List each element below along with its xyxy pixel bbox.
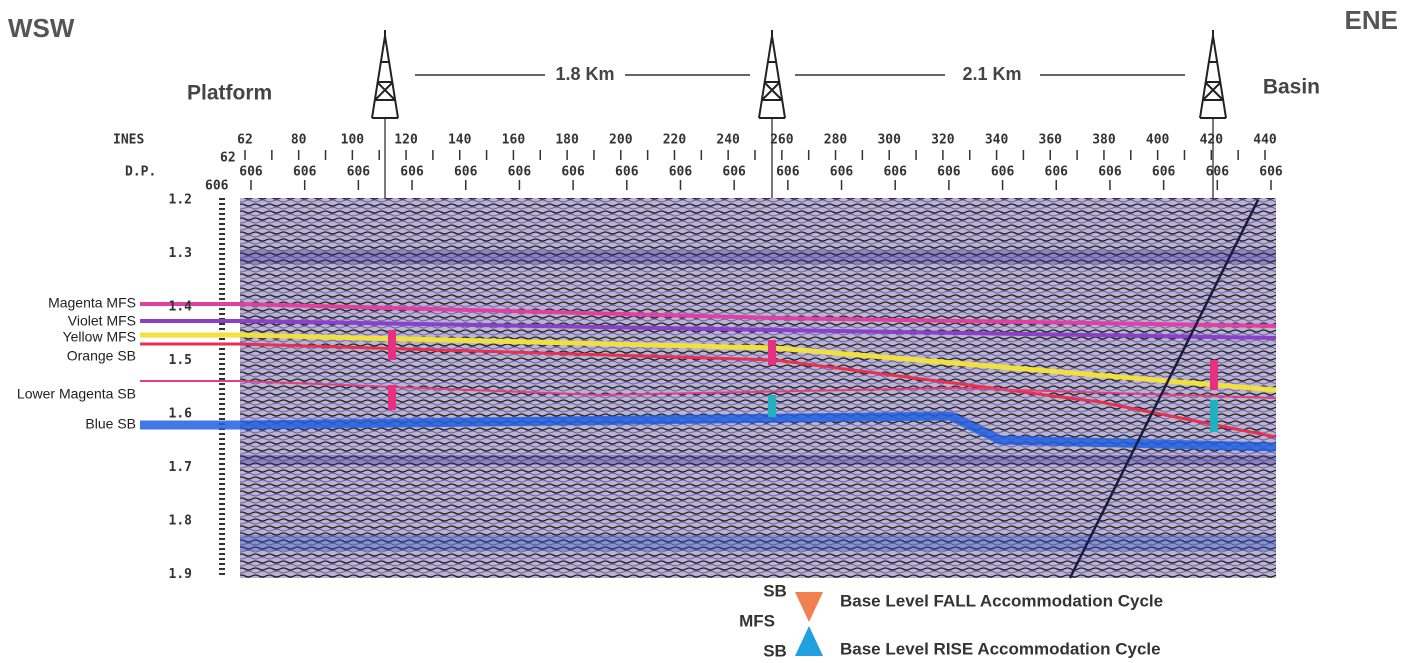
time-label: 1.8	[169, 514, 193, 529]
line-number: 120	[394, 133, 418, 148]
time-labels: 1.2 1.3 1.4 1.5 1.6 1.7 1.8 1.9	[169, 193, 193, 583]
rise-triangle	[795, 626, 823, 656]
sp-number: 606	[1045, 165, 1069, 180]
sp-number: 606	[239, 165, 263, 180]
sp-number: 606	[669, 165, 693, 180]
sp-number: 606	[454, 165, 478, 180]
sp-number: 606	[991, 165, 1015, 180]
sp-number: 606	[347, 165, 371, 180]
time-label: 1.3	[169, 246, 192, 261]
sp-left: 606	[205, 179, 229, 194]
line-number: 360	[1039, 133, 1063, 148]
distance-label: 2.1 Km	[962, 64, 1021, 84]
well-derricks	[371, 30, 1227, 200]
sp-number: 606	[883, 165, 907, 180]
sp-number: 606	[293, 165, 317, 180]
line-number: 140	[448, 133, 472, 148]
sp-number: 606	[561, 165, 585, 180]
sp-number: 606	[722, 165, 746, 180]
sp-number: 606	[400, 165, 424, 180]
legend-fall: Base Level FALL Accommodation Cycle	[840, 591, 1163, 610]
line-number: 160	[502, 133, 526, 148]
sp-number: 606	[776, 165, 800, 180]
horizon-label: Blue SB	[85, 416, 136, 432]
sp-number: 606	[830, 165, 854, 180]
legend-rise: Base Level RISE Accommodation Cycle	[840, 639, 1161, 658]
sp-number: 606	[1206, 165, 1230, 180]
sp-number: 606	[615, 165, 639, 180]
row-label: INES	[113, 133, 144, 148]
time-label: 1.4	[169, 300, 193, 315]
horizon-label: Orange SB	[67, 348, 136, 364]
row-label: D.P.	[125, 165, 156, 180]
horizon-label: Yellow MFS	[63, 329, 136, 345]
line-number: 62	[237, 133, 253, 148]
sp-number: 606	[937, 165, 961, 180]
line-number: 440	[1253, 133, 1277, 148]
seismic-bands	[240, 250, 1276, 551]
well-markers	[388, 330, 1218, 432]
time-label: 1.7	[169, 460, 192, 475]
horizon-label: Magenta MFS	[48, 295, 136, 311]
time-label: 1.9	[169, 567, 192, 582]
legend-sb: SB	[763, 641, 787, 660]
section-ticks: 62 80 100 120 140 160 180 200 220 240 260 280 300 320…	[237, 133, 1283, 190]
legend-sb: SB	[763, 581, 787, 600]
horizon-label: Lower Magenta SB	[17, 386, 136, 402]
line-number: 100	[341, 133, 365, 148]
line-number: 300	[877, 133, 901, 148]
line-number: 320	[931, 133, 955, 148]
horizon-label: Violet MFS	[68, 313, 136, 329]
sp-number: 606	[508, 165, 532, 180]
sp-number: 606	[1098, 165, 1122, 180]
sp-number: 606	[1152, 165, 1176, 180]
line-number: 200	[609, 133, 633, 148]
time-label: 1.2	[169, 193, 192, 208]
fall-triangle	[795, 592, 823, 622]
line-number: 240	[716, 133, 740, 148]
line-number: 340	[985, 133, 1009, 148]
line-number: 420	[1200, 133, 1224, 148]
direction-left: WSW	[8, 13, 75, 43]
line-number: 80	[291, 133, 307, 148]
line-number: 280	[824, 133, 848, 148]
line-number: 180	[555, 133, 579, 148]
line-number: 260	[770, 133, 794, 148]
sp-number: 606	[1259, 165, 1283, 180]
line-number: 400	[1146, 133, 1170, 148]
line-number: 220	[663, 133, 687, 148]
time-label: 1.5	[169, 353, 192, 368]
location-right: Basin	[1263, 76, 1320, 99]
legend-mfs: MFS	[739, 611, 775, 630]
sp-left: 62	[220, 151, 236, 166]
distance-label: 1.8 Km	[555, 64, 614, 84]
line-number: 380	[1092, 133, 1116, 148]
direction-right: ENE	[1345, 5, 1398, 35]
location-left: Platform	[187, 82, 272, 105]
time-label: 1.6	[169, 407, 193, 422]
